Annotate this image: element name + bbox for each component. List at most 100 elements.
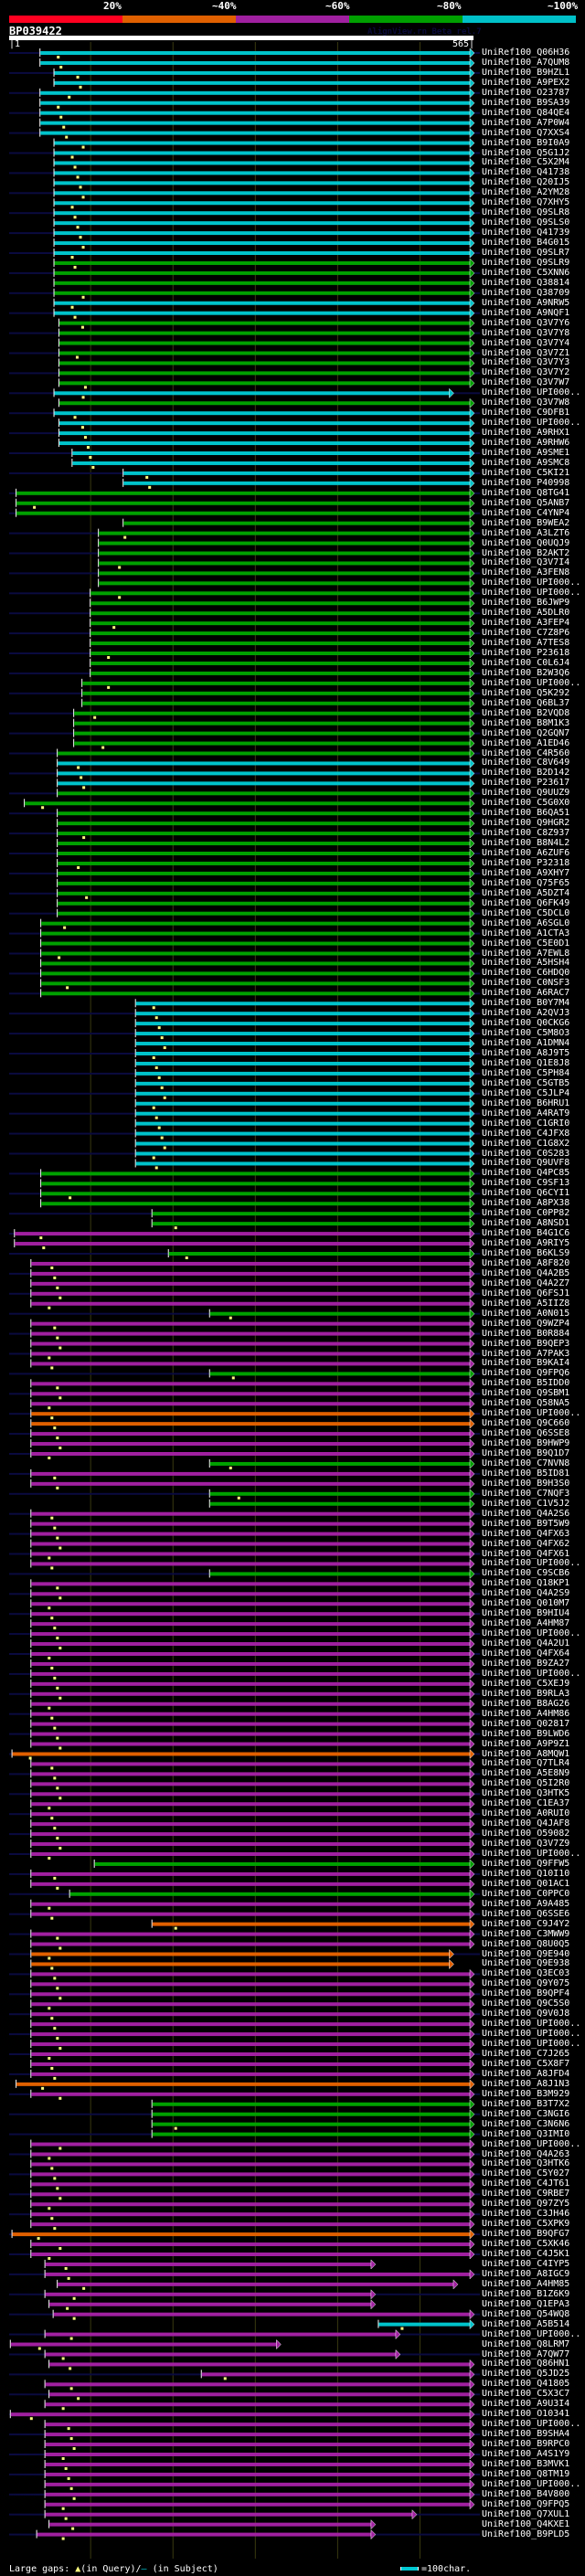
- hit-label[interactable]: UniRef100_UPI000..: [482, 588, 581, 599]
- hit-label[interactable]: UniRef100_P40998: [482, 477, 570, 488]
- alignment-bar[interactable]: [58, 861, 471, 865]
- hit-label[interactable]: UniRef100_Q3IMI0: [482, 2128, 570, 2139]
- hit-row[interactable]: [9, 1968, 480, 1980]
- hit-label[interactable]: UniRef100_Q6FK49: [482, 897, 570, 908]
- hit-label[interactable]: UniRef100_C9SCB6: [482, 1568, 570, 1579]
- alignment-bar[interactable]: [168, 1252, 471, 1256]
- hit-row[interactable]: [9, 708, 480, 719]
- alignment-bar[interactable]: [209, 1491, 471, 1496]
- hit-row[interactable]: [9, 1468, 480, 1479]
- hit-label[interactable]: UniRef100_B9QEP3: [482, 1338, 570, 1349]
- hit-row[interactable]: [30, 1319, 475, 1330]
- alignment-bar[interactable]: [31, 1671, 471, 1676]
- hit-row[interactable]: [122, 518, 475, 529]
- hit-label[interactable]: UniRef100_Q8TM19: [482, 2468, 570, 2479]
- hit-label[interactable]: UniRef100_Q6SSE6: [482, 1908, 570, 1919]
- alignment-bar[interactable]: [99, 551, 471, 556]
- hit-row[interactable]: [57, 2279, 459, 2290]
- alignment-bar[interactable]: [31, 2152, 471, 2157]
- hit-label[interactable]: UniRef100_Q8U0Q5: [482, 1938, 570, 1949]
- hit-label[interactable]: UniRef100_Q02817: [482, 1718, 570, 1729]
- hit-label[interactable]: UniRef100_A4HM86: [482, 1708, 570, 1719]
- hit-row[interactable]: [40, 1198, 475, 1209]
- alignment-bar[interactable]: [58, 832, 471, 836]
- alignment-bar[interactable]: [31, 2202, 471, 2207]
- alignment-bar[interactable]: [201, 2372, 471, 2377]
- hit-label[interactable]: UniRef100_Q9SLR9: [482, 257, 570, 268]
- alignment-bar[interactable]: [54, 211, 472, 216]
- hit-row[interactable]: [9, 988, 480, 999]
- hit-row[interactable]: [9, 2168, 480, 2180]
- hit-row[interactable]: [9, 2289, 480, 2300]
- hit-label[interactable]: UniRef100_P32318: [482, 857, 570, 868]
- hit-label[interactable]: UniRef100_C9RBE7: [482, 2189, 570, 2200]
- hit-label[interactable]: UniRef100_Q1E8J8: [482, 1057, 570, 1068]
- hit-label[interactable]: UniRef100_Q41739: [482, 228, 570, 239]
- hit-label[interactable]: UniRef100_Q3EC03: [482, 1968, 570, 1979]
- hit-row[interactable]: [9, 2449, 480, 2460]
- hit-label[interactable]: UniRef100_UPI000..: [482, 1668, 581, 1679]
- hit-label[interactable]: UniRef100_Q0UQJ9: [482, 537, 570, 548]
- hit-row[interactable]: [122, 478, 475, 489]
- alignment-bar[interactable]: [94, 1861, 471, 1866]
- hit-row[interactable]: [44, 2499, 475, 2510]
- alignment-bar[interactable]: [49, 2522, 372, 2527]
- alignment-bar[interactable]: [152, 1222, 472, 1226]
- alignment-bar[interactable]: [31, 1412, 471, 1416]
- hit-label[interactable]: UniRef100_A8J9T5: [482, 1048, 570, 1058]
- alignment-bar[interactable]: [90, 601, 471, 606]
- alignment-bar[interactable]: [41, 991, 472, 996]
- alignment-bar[interactable]: [40, 90, 471, 95]
- hit-row[interactable]: [9, 2469, 480, 2480]
- hit-label[interactable]: UniRef100_Q2GQN7: [482, 727, 570, 738]
- hit-row[interactable]: [9, 588, 480, 599]
- alignment-bar[interactable]: [40, 60, 471, 65]
- hit-label[interactable]: UniRef100_A6SGL0: [482, 917, 570, 928]
- alignment-bar[interactable]: [31, 1642, 471, 1647]
- hit-row[interactable]: [9, 2148, 480, 2160]
- hit-label[interactable]: UniRef100_C9SF13: [482, 1178, 570, 1189]
- alignment-bar[interactable]: [209, 1501, 471, 1506]
- hit-row[interactable]: [9, 848, 480, 859]
- hit-label[interactable]: UniRef100_UPI000..: [482, 578, 581, 588]
- hit-label[interactable]: UniRef100_P23618: [482, 648, 570, 658]
- hit-row[interactable]: [9, 347, 480, 359]
- alignment-bar[interactable]: [378, 2322, 471, 2327]
- hit-label[interactable]: UniRef100_A5IIZ8: [482, 1298, 570, 1309]
- hit-row[interactable]: [53, 78, 475, 89]
- alignment-bar[interactable]: [45, 2272, 472, 2276]
- alignment-bar[interactable]: [54, 281, 472, 285]
- hit-label[interactable]: UniRef100_Q3V7Y3: [482, 357, 570, 368]
- hit-row[interactable]: [57, 898, 475, 909]
- hit-label[interactable]: UniRef100_B9RLA3: [482, 1688, 570, 1699]
- hit-label[interactable]: UniRef100_O59082: [482, 1829, 570, 1839]
- alignment-bar[interactable]: [135, 1131, 471, 1136]
- hit-row[interactable]: [9, 2509, 480, 2520]
- hit-label[interactable]: UniRef100_Q4FX62: [482, 1538, 570, 1549]
- hit-label[interactable]: UniRef100_UPI000..: [482, 1849, 581, 1859]
- hit-row[interactable]: [9, 648, 480, 659]
- hit-label[interactable]: UniRef100_B9HZL1: [482, 67, 570, 78]
- hit-row[interactable]: [30, 1299, 475, 1309]
- hit-row[interactable]: [9, 1528, 480, 1540]
- hit-label[interactable]: UniRef100_B9Q1D7: [482, 1448, 570, 1458]
- alignment-bar[interactable]: [58, 331, 471, 335]
- alignment-bar[interactable]: [45, 2433, 472, 2437]
- hit-row[interactable]: [134, 1078, 475, 1089]
- hit-row[interactable]: [9, 68, 480, 79]
- hit-label[interactable]: UniRef100_A6ZUF6: [482, 848, 570, 858]
- hit-row[interactable]: [9, 1928, 480, 1940]
- hit-row[interactable]: [30, 1558, 475, 1570]
- hit-row[interactable]: [30, 1338, 475, 1350]
- hit-label[interactable]: UniRef100_Q3V7Y2: [482, 367, 570, 378]
- alignment-bar[interactable]: [58, 441, 471, 446]
- alignment-bar[interactable]: [31, 1442, 471, 1447]
- alignment-bar[interactable]: [135, 1081, 471, 1086]
- alignment-bar[interactable]: [58, 911, 471, 916]
- alignment-bar[interactable]: [31, 2242, 471, 2247]
- hit-label[interactable]: UniRef100_Q7XHY5: [482, 197, 570, 208]
- hit-label[interactable]: UniRef100_C5M8O3: [482, 1028, 570, 1039]
- hit-label[interactable]: UniRef100_Q9SLS0: [482, 217, 570, 228]
- alignment-bar[interactable]: [41, 971, 472, 976]
- hit-label[interactable]: UniRef100_Q9Y075: [482, 1978, 570, 1989]
